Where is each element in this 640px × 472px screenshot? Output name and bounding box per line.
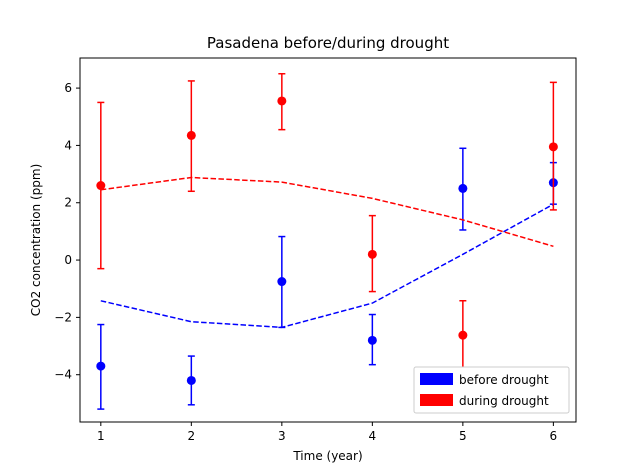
x-tick-label-5: 5 [459, 429, 467, 443]
legend-swatch-during [420, 394, 453, 406]
data-point-series-0-1 [186, 375, 196, 385]
data-point-series-1-2 [277, 96, 287, 106]
x-tick-label-6: 6 [550, 429, 558, 443]
data-point-series-1-1 [186, 130, 196, 140]
y-tick-label--4: −4 [54, 368, 72, 382]
x-tick-label-4: 4 [369, 429, 377, 443]
trend-line-series-1 [100, 176, 554, 248]
plot-area [96, 73, 558, 410]
y-tick-label-6: 6 [64, 81, 72, 95]
y-tick-label-4: 4 [64, 138, 72, 152]
data-point-series-0-3 [367, 335, 377, 345]
legend-label-before: before drought [459, 373, 549, 387]
x-tick-label-3: 3 [278, 429, 286, 443]
trend-line-series-0 [100, 203, 554, 329]
x-axis-label: Time (year) [292, 449, 362, 463]
data-point-series-1-5 [548, 142, 558, 152]
data-point-series-0-0 [96, 361, 106, 371]
data-point-series-0-4 [458, 183, 468, 193]
y-tick-label-2: 2 [64, 196, 72, 210]
chart-title: Pasadena before/during drought [207, 34, 449, 52]
legend-label-during: during drought [459, 394, 549, 408]
y-axis-label: CO2 concentration (ppm) [29, 164, 43, 316]
plot-frame [79, 57, 577, 423]
legend: before drought during drought [413, 366, 570, 414]
y-tick-label--2: −2 [54, 310, 72, 324]
data-point-series-1-3 [367, 249, 377, 259]
data-point-series-1-0 [96, 181, 106, 191]
x-tick-label-2: 2 [188, 429, 196, 443]
legend-swatch-before [420, 373, 453, 385]
data-point-series-0-2 [277, 277, 287, 287]
data-point-series-1-4 [458, 330, 468, 340]
y-tick-label-0: 0 [64, 253, 72, 267]
axes: 1 2 3 4 5 6 −4 −2 0 2 4 6 [54, 57, 577, 443]
x-tick-label-1: 1 [97, 429, 105, 443]
